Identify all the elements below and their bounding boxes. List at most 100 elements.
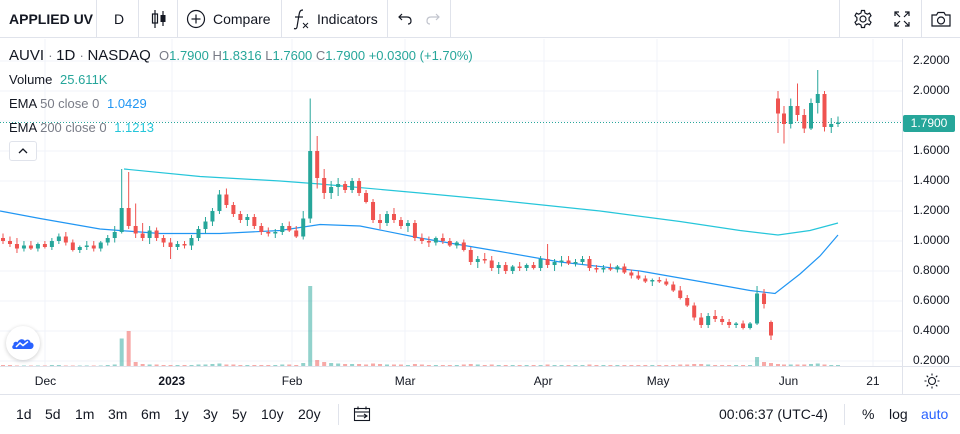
candle — [112, 226, 117, 243]
range-3y[interactable]: 3y — [203, 406, 218, 422]
tradingview-logo[interactable] — [6, 326, 40, 360]
volume-bar — [643, 365, 648, 366]
volume-bar — [815, 363, 820, 366]
chart-pane[interactable]: AUVI · 1D · NASDAQ O1.7900 H1.8316 L1.76… — [0, 39, 902, 366]
range-3m[interactable]: 3m — [108, 406, 128, 422]
volume-bar — [545, 364, 550, 366]
volume-bar — [168, 365, 173, 366]
volume-bar — [836, 365, 840, 366]
chart-type-button[interactable] — [146, 0, 172, 38]
candle — [713, 310, 718, 322]
candle — [266, 227, 271, 237]
volume-bar — [461, 364, 466, 366]
candle — [573, 259, 578, 267]
volume-bar — [91, 365, 96, 366]
candle — [371, 199, 376, 223]
candle — [517, 262, 522, 271]
volume-bar — [294, 365, 299, 366]
candle — [762, 289, 767, 309]
volume-bar — [419, 364, 424, 366]
range-1d[interactable]: 1d — [16, 406, 32, 422]
ema200-legend[interactable]: EMA 200 close 0 1.1213 — [9, 120, 154, 135]
volume-bar — [727, 365, 732, 366]
range-1y[interactable]: 1y — [174, 406, 189, 422]
candle — [385, 211, 389, 226]
volume-bar — [105, 365, 110, 366]
date-range-button[interactable] — [353, 406, 371, 427]
candle — [315, 136, 320, 189]
log-toggle[interactable]: log — [889, 406, 908, 422]
volume-legend[interactable]: Volume 25.611K — [9, 72, 107, 87]
function-icon — [293, 9, 309, 30]
candle — [468, 247, 473, 265]
range-20y[interactable]: 20y — [298, 406, 321, 422]
candle — [769, 320, 773, 340]
price-tick: 1.6000 — [913, 143, 950, 157]
price-tick: 0.2000 — [913, 353, 950, 367]
candle — [405, 220, 410, 232]
candle — [720, 316, 725, 325]
volume-bar — [734, 365, 739, 366]
settings-button[interactable] — [852, 0, 874, 38]
ema50-params: 50 close 0 — [40, 96, 100, 111]
volume-bar — [802, 364, 807, 366]
candle — [77, 245, 82, 253]
volume-bar — [447, 365, 452, 366]
price-axis[interactable]: 2.20002.00001.80001.60001.40001.20001.00… — [902, 39, 960, 367]
compare-label: Compare — [213, 11, 271, 27]
candle — [594, 265, 599, 273]
candle — [489, 256, 494, 271]
undo-button[interactable] — [395, 0, 415, 38]
high-value: 1.8316 — [221, 48, 262, 63]
volume-bar — [636, 365, 641, 366]
volume-bar — [35, 365, 40, 366]
candle — [294, 226, 299, 238]
fullscreen-button[interactable] — [891, 0, 913, 38]
volume-bar — [273, 365, 278, 366]
range-5y[interactable]: 5y — [232, 406, 247, 422]
candle — [482, 253, 487, 264]
candle — [601, 265, 606, 273]
range-5d[interactable]: 5d — [45, 406, 61, 422]
percent-toggle[interactable]: % — [862, 406, 875, 422]
volume-bar — [671, 365, 676, 366]
compare-button[interactable]: Compare — [186, 0, 271, 38]
auto-toggle[interactable]: auto — [921, 406, 949, 422]
volume-bar — [315, 360, 320, 366]
indicators-button[interactable]: Indicators — [292, 0, 378, 38]
time-axis[interactable]: Dec 2023 Feb Mar Apr May Jun 21 — [0, 366, 902, 394]
clock[interactable]: 00:06:37 (UTC-4) — [719, 406, 828, 422]
snapshot-button[interactable] — [929, 0, 953, 38]
toolbar-divider — [177, 0, 178, 38]
ema50-line — [0, 210, 839, 295]
time-tick: 2023 — [158, 374, 186, 388]
candle — [815, 70, 820, 114]
candle — [119, 169, 124, 234]
toolbar-divider — [450, 0, 451, 38]
volume-bar — [426, 365, 431, 366]
collapse-legend-button[interactable] — [9, 141, 37, 161]
volume-bar — [7, 365, 12, 366]
interval-button[interactable]: D — [113, 11, 125, 27]
candle — [364, 190, 369, 204]
redo-button[interactable] — [423, 0, 443, 38]
volume-bar — [245, 365, 250, 366]
ema200-params: 200 close 0 — [40, 120, 107, 135]
axis-corner[interactable] — [902, 366, 960, 394]
price-tick: 1.0000 — [913, 233, 950, 247]
range-6m[interactable]: 6m — [141, 406, 161, 422]
volume-bar — [21, 365, 26, 366]
last-price-label: 1.7900 — [903, 114, 955, 132]
volume-bar — [706, 364, 711, 366]
range-10y[interactable]: 10y — [261, 406, 284, 422]
ema50-legend[interactable]: EMA 50 close 0 1.0429 — [9, 96, 147, 111]
volume-bar — [224, 364, 229, 366]
price-chart[interactable] — [0, 39, 902, 366]
range-1m[interactable]: 1m — [75, 406, 95, 422]
candle — [615, 265, 620, 273]
volume-bar — [482, 365, 487, 366]
candle — [189, 235, 194, 250]
symbol-search[interactable]: APPLIED UV — [9, 11, 93, 27]
candle — [636, 271, 641, 280]
candle — [84, 241, 89, 250]
